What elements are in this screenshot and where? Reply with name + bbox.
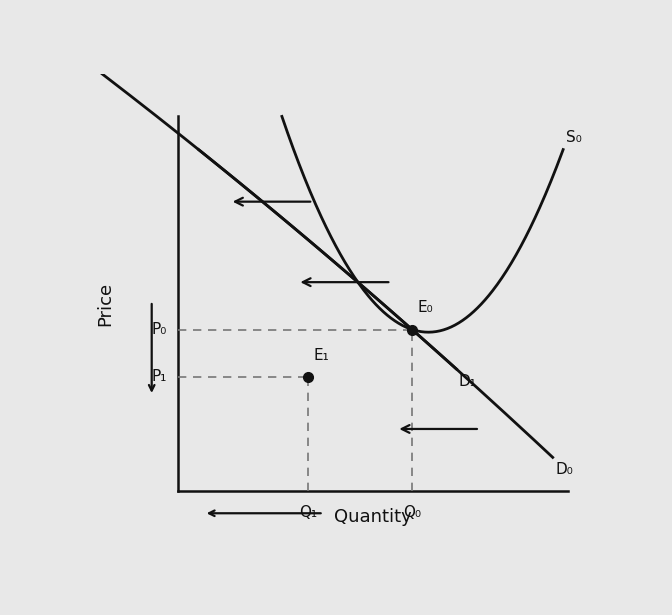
Text: Price: Price bbox=[96, 282, 114, 325]
Text: E₀: E₀ bbox=[417, 300, 433, 315]
Text: P₁: P₁ bbox=[152, 370, 167, 384]
Text: D₁: D₁ bbox=[459, 374, 477, 389]
Text: Q₁: Q₁ bbox=[299, 505, 317, 520]
Text: Quantity: Quantity bbox=[334, 508, 412, 526]
Text: S₀: S₀ bbox=[566, 130, 581, 145]
Text: P₀: P₀ bbox=[152, 322, 167, 337]
Text: E₁: E₁ bbox=[313, 347, 329, 363]
Text: Q₀: Q₀ bbox=[403, 505, 421, 520]
Text: D₀: D₀ bbox=[555, 462, 573, 477]
